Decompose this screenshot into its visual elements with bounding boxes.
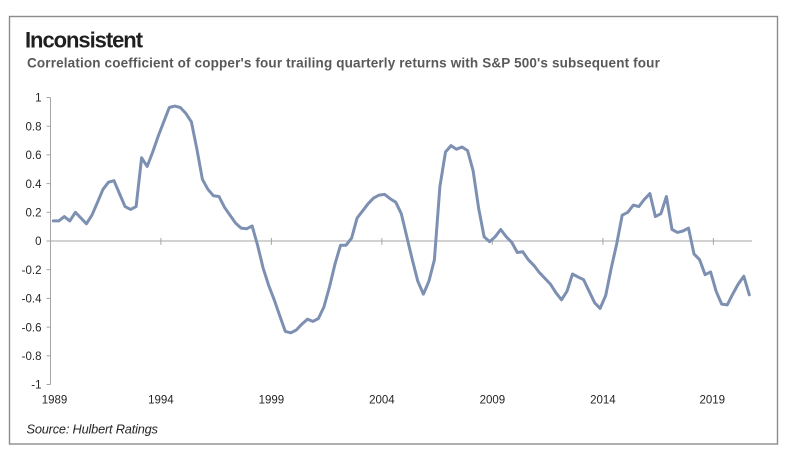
svg-text:1994: 1994 [148, 395, 174, 407]
svg-text:0: 0 [35, 236, 41, 248]
svg-text:2014: 2014 [590, 395, 616, 407]
svg-text:0.8: 0.8 [26, 121, 42, 133]
svg-text:0.6: 0.6 [26, 150, 42, 162]
svg-text:-0.2: -0.2 [22, 265, 42, 277]
svg-text:-0.4: -0.4 [22, 294, 42, 306]
svg-text:2019: 2019 [700, 395, 726, 407]
svg-text:Correlation coefficient of cop: Correlation coefficient of copper's four… [27, 56, 661, 71]
svg-text:-0.6: -0.6 [22, 322, 42, 334]
svg-text:0.4: 0.4 [26, 179, 43, 191]
svg-text:1: 1 [35, 93, 41, 105]
svg-text:1999: 1999 [259, 395, 285, 407]
svg-text:-1: -1 [31, 380, 41, 392]
svg-text:-0.8: -0.8 [22, 351, 42, 363]
svg-text:Inconsistent: Inconsistent [25, 27, 144, 52]
svg-text:Source: Hulbert Ratings: Source: Hulbert Ratings [27, 422, 159, 437]
svg-text:0.2: 0.2 [26, 208, 42, 220]
svg-text:2004: 2004 [369, 395, 395, 407]
svg-text:2009: 2009 [480, 395, 506, 407]
svg-text:1989: 1989 [42, 395, 68, 407]
